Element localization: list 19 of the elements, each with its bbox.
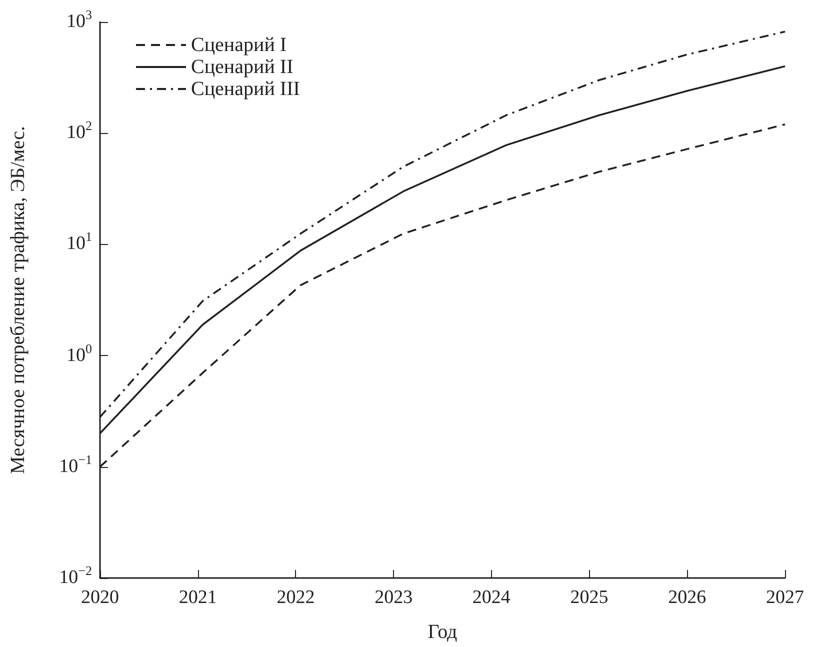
legend-label: Сценарий III [191, 78, 300, 100]
legend-label: Сценарий I [191, 34, 287, 56]
x-tick-label: 2025 [570, 587, 608, 608]
y-tick-label: 10$^{1}$ [66, 229, 92, 256]
x-axis-title: Год [428, 621, 458, 643]
y-tick-label: 10$^{−2}$ [59, 563, 92, 588]
x-tick-label: 2020 [81, 587, 119, 608]
x-tick-label: 2022 [276, 587, 315, 608]
y-tick-label: 10$^{−1}$ [59, 452, 92, 479]
y-tick-label: 10$^{0}$ [66, 340, 92, 368]
x-tick-label: 2024 [472, 587, 511, 608]
x-tick-label: 2023 [374, 587, 413, 608]
x-tick-label: 2021 [178, 587, 217, 608]
y-tick-label: 10$^{2}$ [66, 118, 92, 146]
y-axis-title: Месячное потребление трафика, ЭБ/мес. [7, 126, 29, 474]
y-tick-label: 10$^{3}$ [66, 7, 92, 34]
x-tick-label: 2026 [668, 587, 706, 608]
x-tick-label: 2027 [766, 587, 804, 608]
legend-label: Сценарий II [191, 56, 294, 78]
